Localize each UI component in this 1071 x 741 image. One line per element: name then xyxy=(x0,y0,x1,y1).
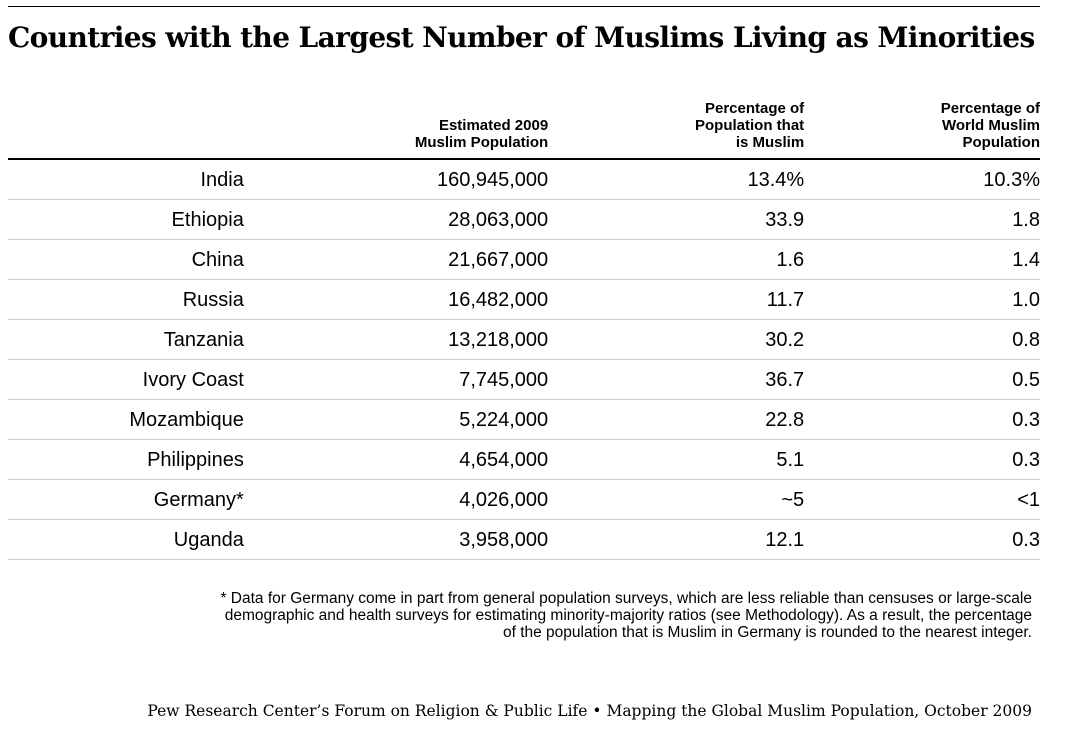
table-row: Ivory Coast 7,745,000 36.7 0.5 xyxy=(8,359,1040,400)
source-credit: Pew Research Center’s Forum on Religion … xyxy=(147,702,1032,720)
header-pct-population-line-2: Population that xyxy=(695,117,805,134)
pct-world-cell: 10.3% xyxy=(804,159,1040,200)
pct-world-cell: 0.8 xyxy=(804,319,1040,360)
table-row: Uganda 3,958,000 12.1 0.3 xyxy=(8,519,1040,560)
population-cell: 21,667,000 xyxy=(243,239,549,280)
pct-population-cell: 13.4% xyxy=(548,159,805,200)
pct-population-cell: 12.1 xyxy=(548,519,805,560)
pct-world-cell: <1 xyxy=(804,479,1040,520)
pct-world-cell: 1.4 xyxy=(804,239,1040,280)
table-row: Tanzania 13,218,000 30.2 0.8 xyxy=(8,319,1040,360)
pct-world-cell: 0.3 xyxy=(804,439,1040,480)
pct-world-cell: 0.3 xyxy=(804,399,1040,440)
population-cell: 13,218,000 xyxy=(243,319,549,360)
country-cell: Ivory Coast xyxy=(8,359,244,400)
footnote-line-3: of the population that is Muslim in Germ… xyxy=(502,624,1032,641)
country-cell: Uganda xyxy=(8,519,244,560)
country-cell: Germany* xyxy=(8,479,244,520)
header-pct-world: Percentage of World Muslim Population xyxy=(804,100,1041,160)
pct-population-cell: 1.6 xyxy=(548,239,805,280)
population-cell: 160,945,000 xyxy=(243,159,549,200)
country-cell: Philippines xyxy=(8,439,244,480)
table-row: Ethiopia 28,063,000 33.9 1.8 xyxy=(8,199,1040,240)
pct-population-cell: 30.2 xyxy=(548,319,805,360)
header-population: Estimated 2009 Muslim Population xyxy=(243,100,549,160)
table-row: India 160,945,000 13.4% 10.3% xyxy=(8,159,1040,200)
header-pct-population-line-3: is Muslim xyxy=(735,134,805,151)
header-pct-world-line-2: World Muslim xyxy=(941,117,1040,134)
table-row: Germany* 4,026,000 ~5 <1 xyxy=(8,479,1040,520)
country-cell: Mozambique xyxy=(8,399,244,440)
population-cell: 3,958,000 xyxy=(243,519,549,560)
header-population-line-1: Estimated 2009 xyxy=(438,117,549,134)
header-population-line-2: Muslim Population xyxy=(414,134,549,151)
table-row: Mozambique 5,224,000 22.8 0.3 xyxy=(8,399,1040,440)
pct-population-cell: ~5 xyxy=(548,479,805,520)
country-cell: Tanzania xyxy=(8,319,244,360)
header-pct-world-line-1: Percentage of xyxy=(940,100,1040,117)
header-country xyxy=(8,100,244,160)
pct-population-cell: 22.8 xyxy=(548,399,805,440)
top-rule xyxy=(8,6,1040,7)
pct-population-cell: 11.7 xyxy=(548,279,805,320)
pct-world-cell: 0.5 xyxy=(804,359,1040,400)
pct-population-cell: 5.1 xyxy=(548,439,805,480)
header-pct-population-line-1: Percentage of xyxy=(704,100,805,117)
country-cell: Russia xyxy=(8,279,244,320)
population-cell: 4,026,000 xyxy=(243,479,549,520)
population-cell: 7,745,000 xyxy=(243,359,549,400)
footnote-line-2: demographic and health surveys for estim… xyxy=(224,607,1032,624)
population-cell: 5,224,000 xyxy=(243,399,549,440)
header-pct-population: Percentage of Population that is Muslim xyxy=(548,100,805,160)
pct-world-cell: 0.3 xyxy=(804,519,1040,560)
table-row: Russia 16,482,000 11.7 1.0 xyxy=(8,279,1040,320)
table-row: China 21,667,000 1.6 1.4 xyxy=(8,239,1040,280)
header-pct-world-line-3: Population xyxy=(962,134,1041,151)
footnote-line-1: * Data for Germany come in part from gen… xyxy=(220,590,1032,607)
population-cell: 16,482,000 xyxy=(243,279,549,320)
country-cell: India xyxy=(8,159,244,200)
pct-population-cell: 33.9 xyxy=(548,199,805,240)
data-table: Estimated 2009 Muslim Population Percent… xyxy=(8,100,1040,560)
country-cell: China xyxy=(8,239,244,280)
country-cell: Ethiopia xyxy=(8,199,244,240)
header-row: Estimated 2009 Muslim Population Percent… xyxy=(8,100,1041,160)
table-row: Philippines 4,654,000 5.1 0.3 xyxy=(8,439,1040,480)
pct-world-cell: 1.8 xyxy=(804,199,1040,240)
pct-world-cell: 1.0 xyxy=(804,279,1040,320)
footnote: * Data for Germany come in part from gen… xyxy=(8,590,1032,641)
chart-title: Countries with the Largest Number of Mus… xyxy=(8,21,1035,54)
pct-population-cell: 36.7 xyxy=(548,359,805,400)
population-cell: 4,654,000 xyxy=(243,439,549,480)
population-cell: 28,063,000 xyxy=(243,199,549,240)
